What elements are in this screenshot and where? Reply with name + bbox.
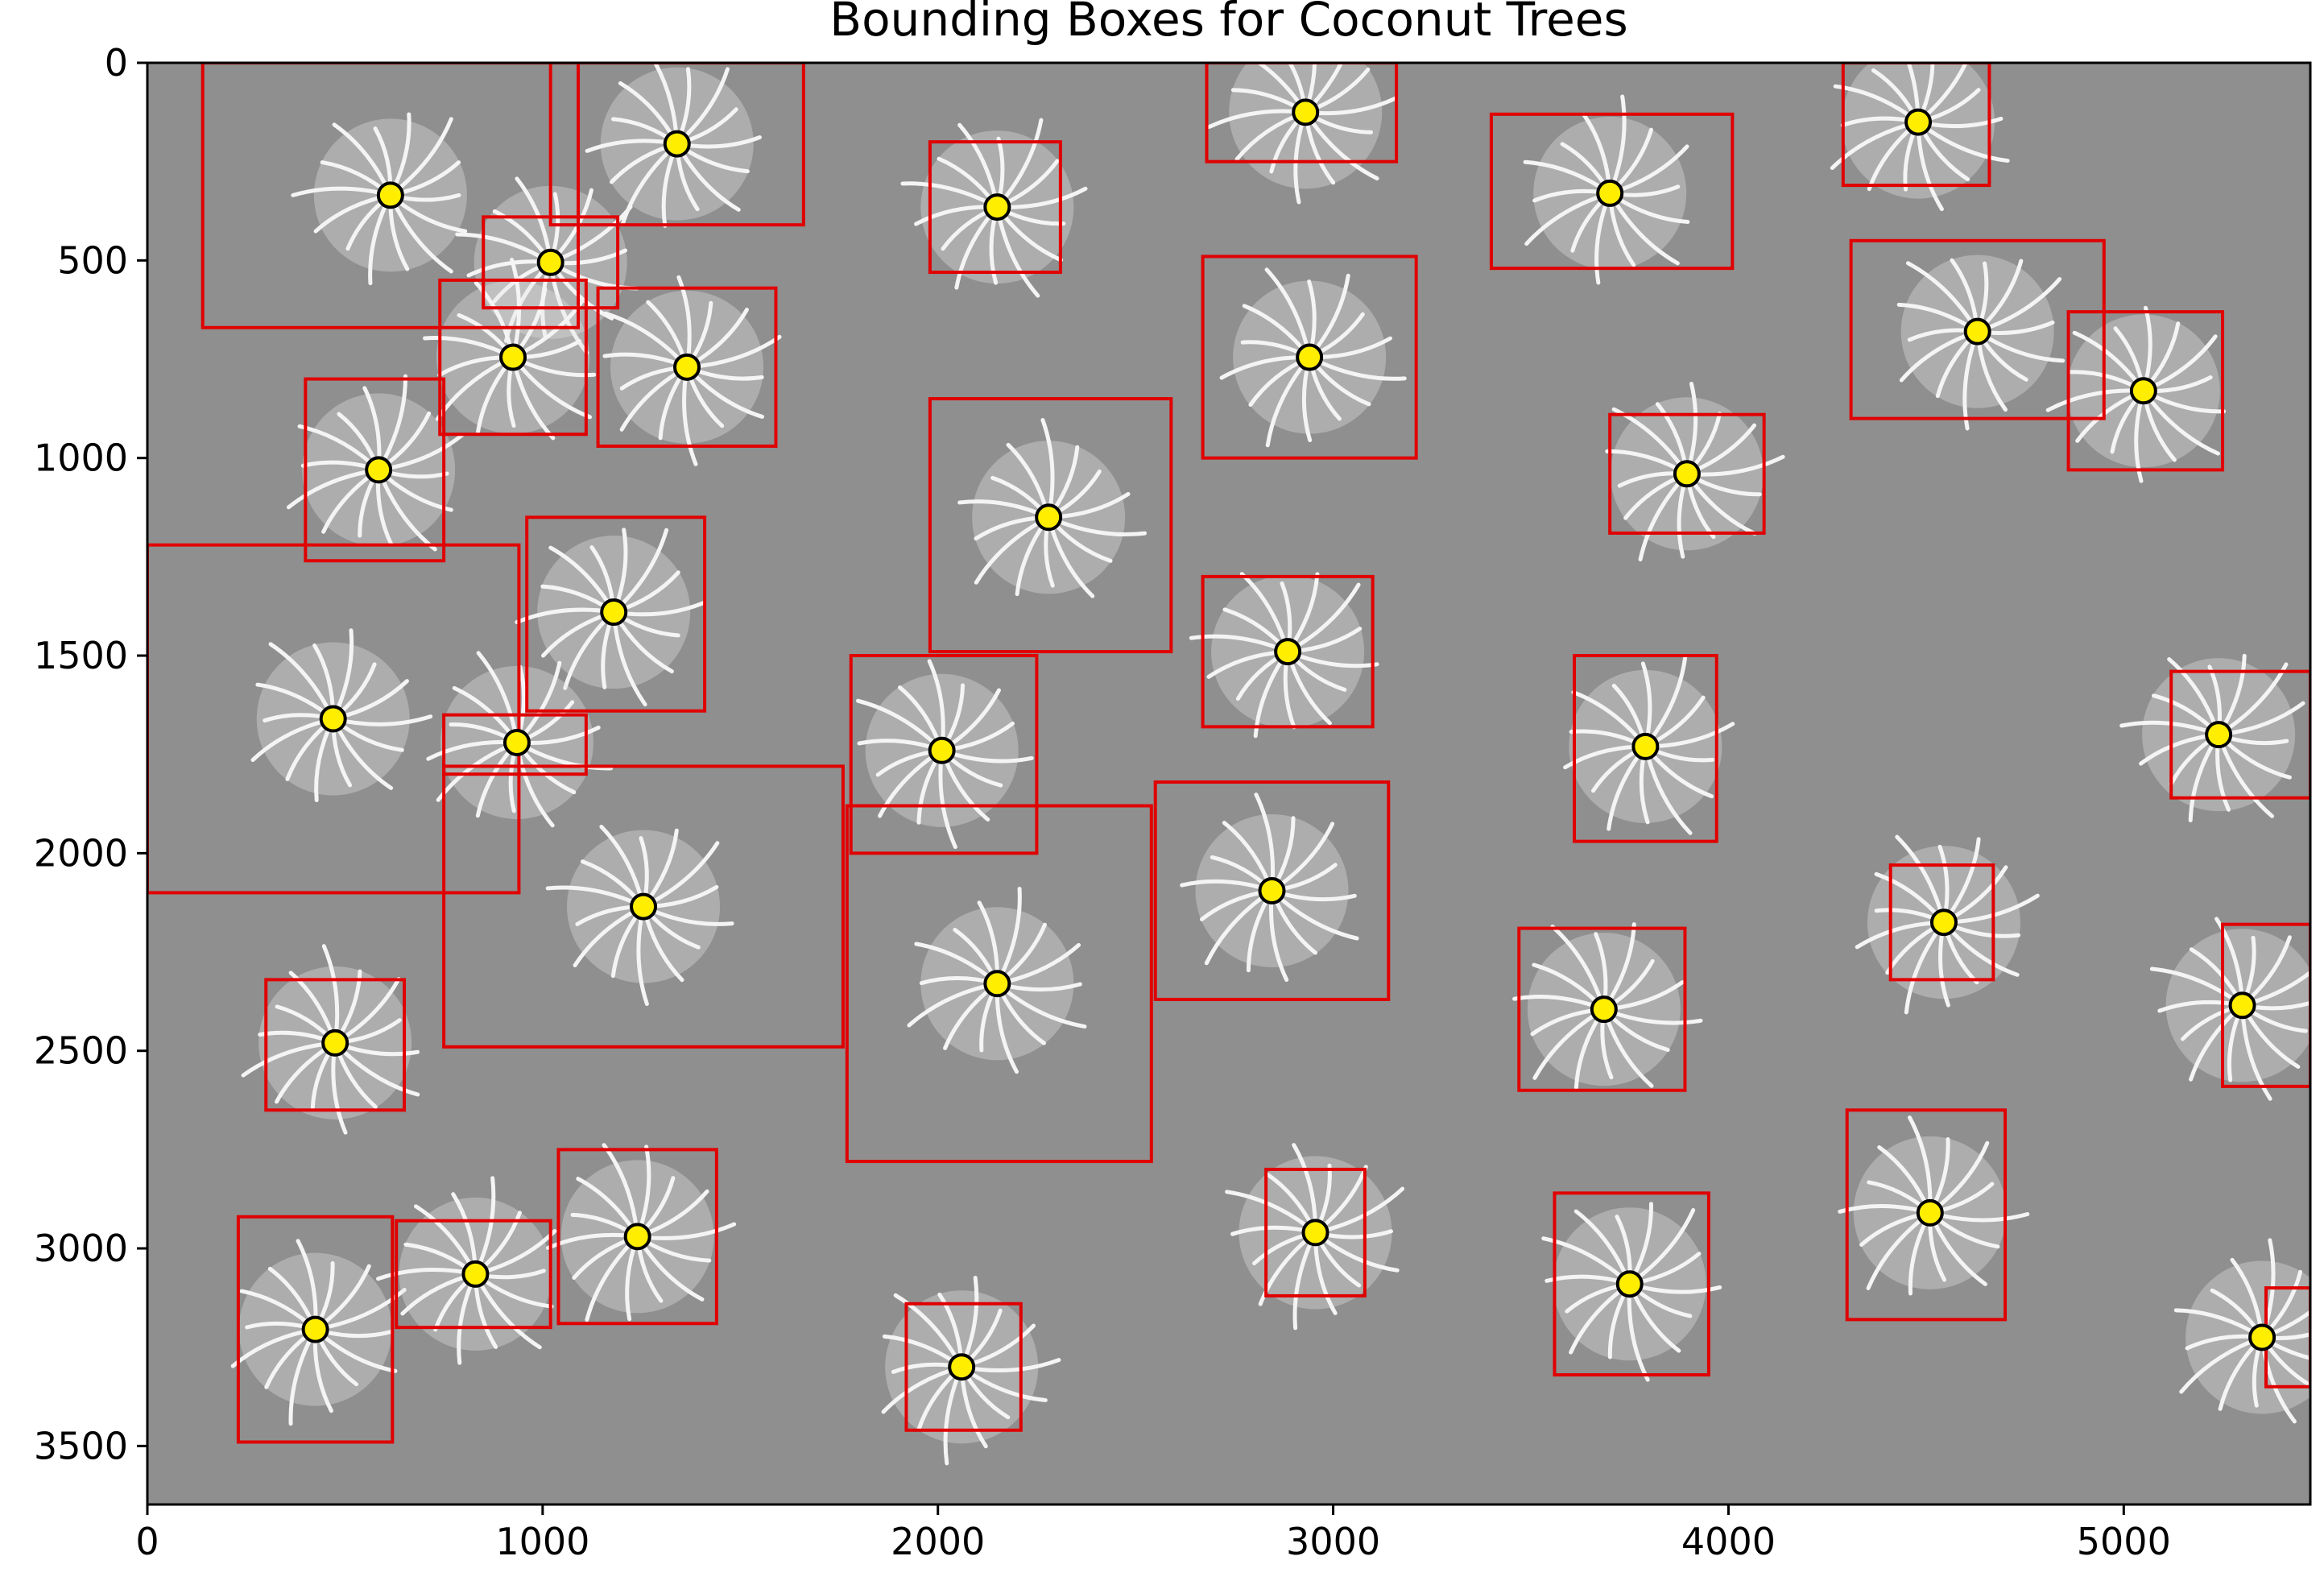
y-tick-label: 2500: [34, 1029, 128, 1073]
bounding-box: [525, 515, 707, 713]
bounding-box: [1888, 863, 1995, 982]
bounding-box: [442, 713, 588, 776]
tree-center-point: [321, 1028, 349, 1057]
tree-center-point: [600, 598, 628, 627]
tree-center-point: [1673, 460, 1701, 488]
tree-center-point: [301, 1315, 329, 1343]
bounding-box: [1489, 112, 1735, 271]
tree-center-point: [1258, 876, 1286, 904]
bounding-box: [1845, 1108, 2008, 1322]
tree-center-point: [1929, 908, 1958, 937]
tree-center-point: [536, 248, 564, 276]
x-tick-label: 2000: [891, 1520, 985, 1563]
tree-center-point: [1296, 343, 1324, 371]
bounding-box: [1553, 1191, 1710, 1377]
bounding-box: [1841, 63, 1991, 188]
y-tick-label: 1500: [34, 634, 128, 677]
bounding-box: [236, 1215, 395, 1444]
tree-center-point: [2205, 721, 2233, 749]
tree-center-point: [376, 181, 404, 209]
y-tick-label: 3000: [34, 1227, 128, 1270]
bounding-box: [1573, 654, 1718, 843]
y-axis: 0 500 1000 1500 2000 2500 3000 3500: [34, 41, 147, 1467]
bounding-box: [395, 1219, 552, 1330]
bounding-boxes: [147, 63, 2310, 1444]
bounding-box: [1153, 780, 1391, 1001]
x-tick-label: 0: [135, 1520, 159, 1563]
tree-center-point: [499, 343, 527, 371]
bounding-box: [442, 764, 845, 1049]
y-tick-label: 2000: [34, 831, 128, 875]
tree-center-point: [1916, 1198, 1944, 1227]
tree-center-point: [663, 130, 691, 158]
tree-center-point: [1596, 179, 1624, 207]
tree-center-point: [1590, 995, 1618, 1024]
x-tick-label: 4000: [1681, 1520, 1776, 1563]
bounding-box: [264, 978, 407, 1112]
tree-center-point: [630, 892, 658, 921]
y-tick-label: 0: [105, 41, 128, 85]
tree-center-point: [948, 1353, 976, 1381]
bounding-box: [147, 543, 521, 895]
tree-center-point: [461, 1260, 490, 1288]
tree-center-point: [623, 1223, 651, 1251]
bounding-box: [482, 215, 620, 310]
tree-center-point: [983, 970, 1011, 998]
bounding-box: [438, 278, 588, 437]
tree-center-point: [673, 353, 701, 381]
bounding-box: [928, 397, 1173, 654]
bounding-box: [1849, 238, 2106, 420]
y-tick-label: 3500: [34, 1424, 128, 1467]
bounding-box: [1201, 255, 1418, 460]
bounding-box: [1201, 574, 1375, 729]
bounding-box: [1608, 412, 1766, 535]
tree-center-point: [1274, 638, 1302, 666]
tree-center-point: [928, 736, 956, 764]
bounding-box: [304, 377, 446, 563]
bounding-box: [845, 804, 1153, 1164]
x-tick-label: 5000: [2077, 1520, 2171, 1563]
x-tick-label: 3000: [1286, 1520, 1380, 1563]
tree-center-point: [1292, 98, 1320, 126]
bounding-box: [904, 1302, 1023, 1432]
bounding-box: [2221, 922, 2310, 1088]
tree-center-point: [1301, 1219, 1329, 1247]
plot-frame: [146, 61, 2312, 1506]
tree-center-point: [502, 728, 531, 756]
tree-center-point: [365, 456, 393, 484]
chart-title: Bounding Boxes for Coconut Trees: [829, 0, 1627, 47]
tree-center-point: [1963, 317, 1991, 346]
tree-center-point: [2248, 1323, 2276, 1351]
tree-center-point: [1035, 503, 1063, 532]
bounding-box: [1264, 1167, 1367, 1297]
bounding-box: [1517, 926, 1687, 1092]
tree-center-point: [2228, 991, 2256, 1020]
tree-center-point: [983, 193, 1011, 221]
x-tick-label: 1000: [495, 1520, 589, 1563]
y-tick-label: 500: [57, 238, 128, 282]
y-tick-label: 1000: [34, 437, 128, 480]
tree-center-point: [2129, 377, 2157, 405]
bounding-box: [1205, 63, 1399, 163]
bounding-box: [928, 140, 1062, 275]
tree-center-point: [319, 705, 347, 733]
bounding-box: [2066, 310, 2225, 472]
tree-centers: [301, 98, 2276, 1381]
bounding-box: [556, 1148, 718, 1326]
bounding-box: [849, 654, 1039, 855]
tree-center-point: [1615, 1270, 1644, 1298]
plot-area: [147, 63, 2310, 1504]
bounding-box: [201, 63, 581, 329]
tree-center-point: [1631, 732, 1660, 760]
bounding-box: [596, 286, 778, 448]
tree-center-point: [1904, 108, 1933, 136]
x-axis: 0 1000 2000 3000 4000 5000: [135, 1504, 2171, 1563]
bounding-box: [548, 63, 805, 227]
